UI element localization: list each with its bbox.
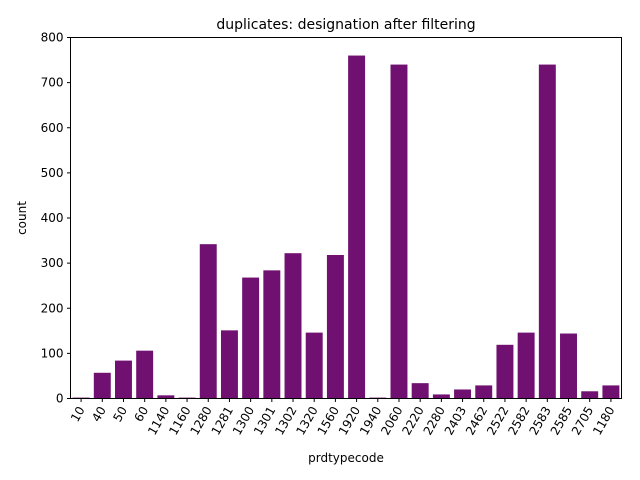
- bar-1280: [199, 244, 217, 399]
- bar-1281: [220, 330, 238, 399]
- bar-1320: [305, 332, 323, 399]
- x-tick-label: 10: [68, 404, 88, 424]
- bar-1301: [263, 270, 281, 399]
- x-tick-label: 40: [89, 404, 109, 424]
- bar-1302: [284, 253, 302, 399]
- x-tick-label: 1180: [590, 404, 617, 437]
- bar-2585: [560, 333, 577, 399]
- y-tick-label: 200: [41, 301, 64, 315]
- y-tick-label: 700: [41, 76, 64, 90]
- bar-1560: [326, 255, 344, 399]
- bar-50: [115, 360, 132, 399]
- plot-frame: [70, 37, 622, 399]
- bar-2060: [390, 64, 408, 399]
- bar-1180: [602, 385, 620, 399]
- x-tick-label: 50: [110, 404, 130, 424]
- bar-40: [93, 372, 111, 399]
- bar-60: [136, 350, 154, 399]
- y-tick-label: 800: [41, 31, 64, 45]
- bar-2522: [496, 344, 514, 399]
- bar-2582: [517, 332, 535, 399]
- x-axis: 10 40 50 6011401160128012811300130113021320…: [68, 398, 618, 437]
- bar-2462: [475, 385, 493, 399]
- y-tick-label: 0: [56, 392, 64, 406]
- y-tick-label: 300: [41, 256, 64, 270]
- chart-title: duplicates: designation after filtering: [216, 17, 475, 33]
- x-tick-label: 60: [132, 404, 152, 424]
- y-axis: 0 100 200 300 400 500 600 700 800: [41, 31, 71, 406]
- y-tick-label: 400: [41, 211, 64, 225]
- y-axis-label: count: [15, 201, 29, 235]
- bar-1920: [348, 55, 366, 399]
- bar-2705: [581, 391, 599, 399]
- bar-2583: [538, 64, 556, 399]
- bar-1140: [157, 395, 175, 399]
- bar-2220: [411, 383, 429, 399]
- y-tick-label: 100: [41, 346, 64, 360]
- y-tick-label: 500: [41, 166, 64, 180]
- bars-group: [72, 55, 620, 399]
- x-axis-label: prdtypecode: [308, 451, 384, 465]
- y-tick-label: 600: [41, 121, 64, 135]
- bar-2280: [432, 394, 450, 399]
- bar-2403: [454, 389, 472, 399]
- bar-1300: [242, 277, 260, 399]
